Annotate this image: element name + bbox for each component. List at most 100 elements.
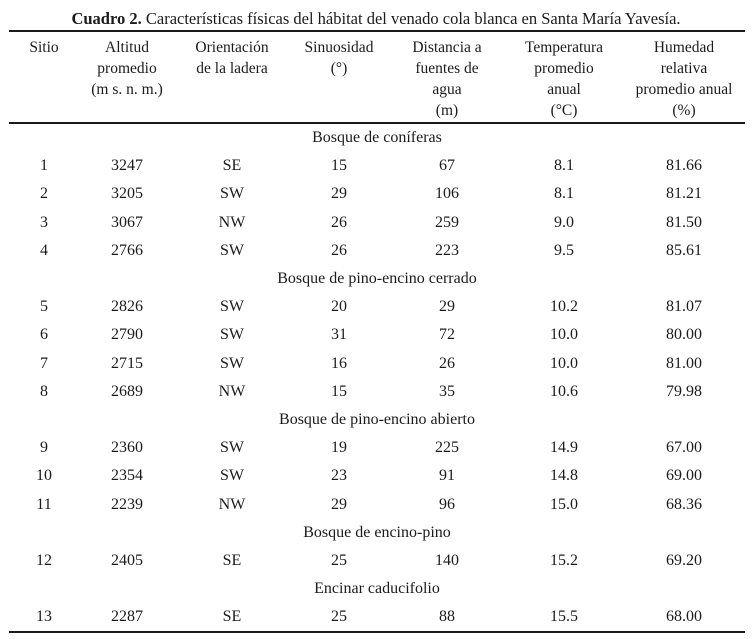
cell-orientacion: NW [218, 382, 246, 400]
cell-temperatura: 10.0 [550, 354, 578, 372]
section-header-encino-pino: Bosque de encino-pino [303, 523, 451, 541]
cell-orientacion: NW [218, 495, 246, 513]
cell-sinuosidad: 20 [331, 298, 347, 316]
cell-humedad: 69.00 [666, 467, 702, 485]
cell-sitio: 10 [36, 467, 52, 485]
cell-distancia: 29 [439, 298, 455, 316]
data-table: Sitio Altitud promedio (m s. n. m.) Orie… [9, 30, 745, 634]
cell-orientacion: SE [222, 157, 242, 175]
table-row: 10 2354 SW 23 91 14.8 69.00 [9, 462, 745, 490]
cell-temperatura: 8.1 [554, 185, 574, 203]
cell-sitio: 1 [40, 157, 48, 175]
cell-orientacion: NW [218, 213, 246, 231]
cell-orientacion: SE [222, 551, 242, 569]
cell-altitud: 2790 [111, 326, 143, 344]
cell-humedad: 81.66 [666, 157, 702, 175]
table-body: Bosque de coníferas 1 3247 SE 15 67 8.1 … [9, 124, 745, 631]
section-header-pino-encino-cerrado: Bosque de pino-encino cerrado [277, 270, 477, 288]
top-rule [9, 30, 745, 32]
cell-sitio: 2 [40, 185, 48, 203]
cell-orientacion: SW [220, 185, 244, 203]
cell-sinuosidad: 29 [331, 185, 347, 203]
table-row: 6 2790 SW 31 72 10.0 80.00 [9, 321, 745, 349]
cell-distancia: 106 [435, 185, 459, 203]
cell-humedad: 69.20 [666, 551, 702, 569]
cell-distancia: 140 [435, 551, 459, 569]
cell-altitud: 2405 [111, 551, 143, 569]
cell-sinuosidad: 26 [331, 213, 347, 231]
cell-humedad: 81.21 [666, 185, 702, 203]
table-row: 7 2715 SW 16 26 10.0 81.00 [9, 350, 745, 378]
cell-humedad: 85.61 [666, 241, 702, 259]
section-header-coniferas: Bosque de coníferas [312, 129, 442, 147]
cell-temperatura: 14.8 [550, 467, 578, 485]
cell-distancia: 72 [439, 326, 455, 344]
column-header-distancia: Distancia a fuentes de agua (m) [412, 39, 482, 119]
cell-distancia: 225 [435, 439, 459, 457]
table-row: 5 2826 SW 20 29 10.2 81.07 [9, 293, 745, 321]
cell-sinuosidad: 19 [331, 439, 347, 457]
cell-sinuosidad: 25 [331, 551, 347, 569]
cell-temperatura: 8.1 [554, 157, 574, 175]
cell-altitud: 2766 [111, 241, 143, 259]
column-header-sinuosidad: Sinuosidad (°) [304, 39, 374, 77]
table-row: 3 3067 NW 26 259 9.0 81.50 [9, 209, 745, 237]
table-row: 1 3247 SE 15 67 8.1 81.66 [9, 152, 745, 180]
cell-sinuosidad: 26 [331, 241, 347, 259]
cell-sitio: 12 [36, 551, 52, 569]
cell-humedad: 67.00 [666, 439, 702, 457]
cell-orientacion: SW [220, 326, 244, 344]
cell-altitud: 2826 [111, 298, 143, 316]
cell-distancia: 96 [439, 495, 455, 513]
cell-sitio: 7 [40, 354, 48, 372]
cell-distancia: 35 [439, 382, 455, 400]
cell-humedad: 68.00 [666, 608, 702, 626]
column-header-orientacion: Orientación de la ladera [195, 39, 269, 77]
cell-distancia: 91 [439, 467, 455, 485]
cell-distancia: 88 [439, 608, 455, 626]
table-row: 4 2766 SW 26 223 9.5 85.61 [9, 237, 745, 265]
cell-sitio: 3 [40, 213, 48, 231]
cell-sinuosidad: 15 [331, 382, 347, 400]
table-row: 2 3205 SW 29 106 8.1 81.21 [9, 180, 745, 208]
cell-orientacion: SW [220, 439, 244, 457]
cell-altitud: 2715 [111, 354, 143, 372]
table-row: 8 2689 NW 15 35 10.6 79.98 [9, 378, 745, 406]
cell-distancia: 26 [439, 354, 455, 372]
cell-temperatura: 10.2 [550, 298, 578, 316]
cell-sitio: 5 [40, 298, 48, 316]
cell-sinuosidad: 31 [331, 326, 347, 344]
cell-temperatura: 15.0 [550, 495, 578, 513]
cell-altitud: 3067 [111, 213, 143, 231]
cell-orientacion: SW [220, 241, 244, 259]
cell-temperatura: 15.2 [550, 551, 578, 569]
cell-sitio: 6 [40, 326, 48, 344]
caption-text: Características físicas del hábitat del … [145, 9, 681, 28]
cell-temperatura: 14.9 [550, 439, 578, 457]
table-row: 11 2239 NW 29 96 15.0 68.36 [9, 490, 745, 518]
cell-humedad: 68.36 [666, 495, 702, 513]
cell-altitud: 3247 [111, 157, 143, 175]
column-header-sitio: Sitio [29, 39, 59, 56]
cell-distancia: 223 [435, 241, 459, 259]
header-rule [9, 122, 745, 124]
cell-sitio: 13 [36, 608, 52, 626]
cell-sinuosidad: 25 [331, 608, 347, 626]
cell-temperatura: 9.0 [554, 213, 574, 231]
table-row: 13 2287 SE 25 88 15.5 68.00 [9, 603, 745, 631]
column-header-humedad: Humedad relativa promedio anual (%) [635, 39, 733, 119]
cell-altitud: 2689 [111, 382, 143, 400]
table-row: 9 2360 SW 19 225 14.9 67.00 [9, 434, 745, 462]
cell-orientacion: SE [222, 608, 242, 626]
table-header-row: Sitio Altitud promedio (m s. n. m.) Orie… [9, 32, 745, 122]
cell-temperatura: 10.0 [550, 326, 578, 344]
cell-sitio: 9 [40, 439, 48, 457]
cell-humedad: 79.98 [666, 382, 702, 400]
cell-humedad: 81.07 [666, 298, 702, 316]
cell-sinuosidad: 29 [331, 495, 347, 513]
cell-altitud: 3205 [111, 185, 143, 203]
cell-temperatura: 10.6 [550, 382, 578, 400]
column-header-altitud: Altitud promedio (m s. n. m.) [91, 39, 163, 98]
table-caption: Cuadro 2. Características físicas del há… [0, 0, 752, 30]
section-header-pino-encino-abierto: Bosque de pino-encino abierto [279, 410, 475, 428]
